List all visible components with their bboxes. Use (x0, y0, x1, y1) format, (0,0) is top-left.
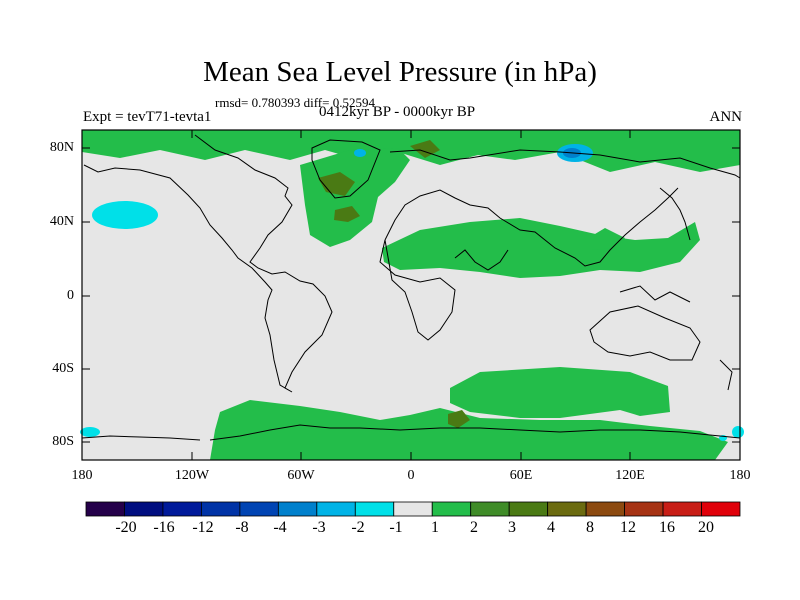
colorbar-swatch (547, 501, 587, 517)
colorbar-label: -20 (115, 519, 137, 536)
lon-label-180e: 180 (729, 468, 751, 483)
colorbar-label: -2 (351, 519, 365, 536)
experiment-label: Expt = tevT71-tevta1 (83, 109, 212, 125)
lat-label-40n: 40N (49, 214, 74, 229)
colorbar-swatch (508, 501, 549, 517)
colorbar-swatch (393, 501, 433, 517)
colorbar-label: -12 (192, 519, 214, 536)
colorbar-label: 12 (620, 519, 636, 536)
plot-title: Mean Sea Level Pressure (in hPa) (203, 56, 597, 88)
colorbar-swatch (662, 501, 702, 517)
colorbar-swatch (431, 501, 472, 517)
colorbar-label: -1 (389, 519, 403, 536)
lat-label-80n: 80N (49, 140, 74, 155)
strong-positive-anomaly (318, 140, 470, 428)
colorbar-swatch (239, 501, 279, 517)
lat-label-0: 0 (67, 288, 74, 303)
colorbar-label: 20 (698, 519, 714, 536)
colorbar-swatch (85, 501, 125, 517)
lon-label-0: 0 (407, 468, 415, 483)
lat-label-40s: 40S (52, 361, 74, 376)
colorbar-label: 1 (431, 519, 439, 536)
period-label: 0412kyr BP - 0000kyr BP (319, 104, 476, 120)
colorbar-swatch (470, 501, 510, 517)
colorbar-swatch (585, 501, 625, 517)
lon-label-120w: 120W (174, 468, 210, 483)
colorbar-swatch (277, 501, 318, 517)
lat-label-80s: 80S (52, 434, 74, 449)
colorbar-swatch (624, 501, 664, 517)
colorbar-label: 16 (659, 519, 675, 536)
colorbar-label: -4 (273, 519, 287, 536)
colorbar-label: 8 (586, 519, 594, 536)
season-label: ANN (709, 109, 743, 125)
colorbar (85, 501, 741, 517)
colorbar-label: 3 (508, 519, 516, 536)
colorbar-label: 4 (547, 519, 555, 536)
lat-ticks (82, 147, 740, 443)
lon-ticks (191, 130, 631, 460)
stats-label: rmsd= 0.780393 diff= 0.52594 (215, 95, 375, 110)
colorbar-swatch (124, 501, 164, 517)
colorbar-label: 2 (470, 519, 478, 536)
lon-label-120e: 120E (615, 468, 645, 483)
colorbar-label: -8 (235, 519, 249, 536)
coastlines (81, 134, 741, 441)
colorbar-label: -3 (312, 519, 326, 536)
lon-label-60e: 60E (509, 468, 533, 483)
colorbar-swatch (316, 501, 356, 517)
colorbar-swatch (162, 501, 202, 517)
colorbar-swatch (201, 501, 241, 517)
colorbar-label: -16 (153, 519, 175, 536)
lon-label-180w: 180 (71, 468, 93, 483)
colorbar-swatch (354, 501, 395, 517)
colorbar-swatch (701, 501, 741, 517)
lon-label-60w: 60W (287, 468, 315, 483)
